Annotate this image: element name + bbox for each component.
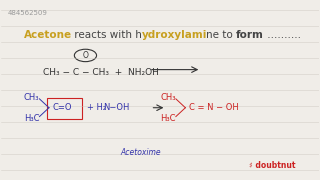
Text: CH₃: CH₃ — [24, 93, 39, 102]
Text: CH₃ − C − CH₃  +  NH₂OH: CH₃ − C − CH₃ + NH₂OH — [43, 68, 158, 77]
Text: C=O: C=O — [52, 103, 72, 112]
Text: CH₃: CH₃ — [160, 93, 176, 102]
Text: H₃C: H₃C — [24, 114, 39, 123]
Text: form: form — [236, 30, 264, 40]
Text: Acetone: Acetone — [24, 30, 72, 40]
Text: ydroxylami: ydroxylami — [141, 30, 207, 40]
Text: N−OH: N−OH — [103, 103, 129, 112]
Text: ..........: .......... — [264, 30, 301, 40]
Text: O: O — [83, 51, 88, 60]
Text: Acetoxime: Acetoxime — [121, 148, 161, 157]
Text: ne to: ne to — [206, 30, 236, 40]
Text: H₃C: H₃C — [160, 114, 176, 123]
Text: 484562509: 484562509 — [8, 10, 48, 16]
Text: C = N − OH: C = N − OH — [188, 103, 238, 112]
Text: reacts with h: reacts with h — [71, 30, 142, 40]
Text: ♯ doubtnut: ♯ doubtnut — [249, 161, 295, 170]
Text: + H₂: + H₂ — [87, 103, 106, 112]
